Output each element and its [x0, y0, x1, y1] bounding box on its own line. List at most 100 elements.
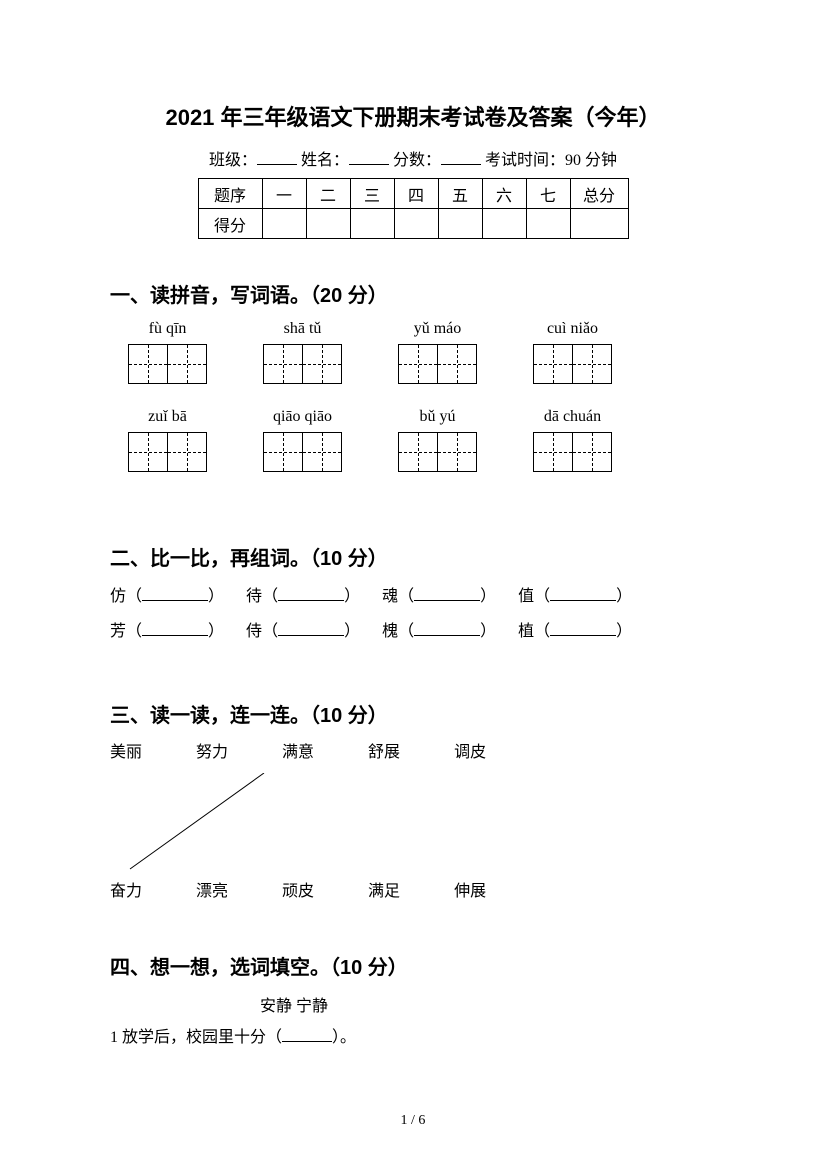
write-cell[interactable] — [302, 344, 342, 384]
q3-top-row: 美丽 努力 满意 舒展 调皮 — [110, 740, 716, 766]
pinyin-item: qiāo qiāo — [263, 408, 342, 472]
time-label: 考试时间：90 分钟 — [485, 152, 617, 169]
fill-blank[interactable] — [550, 585, 616, 601]
score-label: 分数： — [393, 152, 441, 169]
col-6: 六 — [482, 179, 526, 209]
section-1-heading: 一、读拼音，写词语。（20 分） — [110, 279, 716, 308]
q2-row-1: 仿（） 待（） 魂（） 值（） — [110, 583, 716, 612]
page-footer: 1 / 6 — [0, 1113, 826, 1129]
write-cell[interactable] — [302, 432, 342, 472]
score-table: 题序 一 二 三 四 五 六 七 总分 得分 — [198, 178, 629, 239]
row-header-score: 得分 — [198, 209, 262, 239]
fill-blank[interactable] — [282, 1026, 332, 1042]
col-total: 总分 — [570, 179, 628, 209]
student-info-line: 班级： 姓名： 分数： 考试时间：90 分钟 — [110, 146, 716, 170]
write-cell[interactable] — [263, 432, 303, 472]
pinyin-label: dā chuán — [544, 408, 601, 426]
write-cell[interactable] — [572, 344, 612, 384]
pinyin-label: qiāo qiāo — [273, 408, 332, 426]
q4-text: ）。 — [332, 1029, 356, 1046]
q2-char: 植 — [518, 623, 534, 640]
fill-blank[interactable] — [142, 585, 208, 601]
pinyin-item: fù qīn — [128, 320, 207, 384]
pinyin-item: cuì niǎo — [533, 320, 612, 384]
score-cell[interactable] — [394, 209, 438, 239]
pinyin-label: cuì niǎo — [547, 320, 598, 338]
fill-blank[interactable] — [414, 585, 480, 601]
score-blank[interactable] — [441, 149, 481, 165]
pinyin-item: yǔ máo — [398, 320, 477, 384]
fill-blank[interactable] — [142, 620, 208, 636]
col-1: 一 — [262, 179, 306, 209]
row-header-sequence: 题序 — [198, 179, 262, 209]
section-2-heading: 二、比一比，再组词。（10 分） — [110, 542, 716, 571]
q2-char: 侍 — [246, 623, 262, 640]
score-cell[interactable] — [438, 209, 482, 239]
score-total-cell[interactable] — [570, 209, 628, 239]
write-cell[interactable] — [398, 432, 438, 472]
col-3: 三 — [350, 179, 394, 209]
score-cell[interactable] — [350, 209, 394, 239]
write-cell[interactable] — [128, 344, 168, 384]
col-5: 五 — [438, 179, 482, 209]
pinyin-item: shā tǔ — [263, 320, 342, 384]
pinyin-label: fù qīn — [149, 320, 187, 338]
pinyin-label: yǔ máo — [414, 320, 462, 338]
q3-word: 满意 — [282, 740, 314, 766]
q4-text: 1 放学后，校园里十分（ — [110, 1029, 282, 1046]
pinyin-label: zuǐ bā — [148, 408, 187, 426]
write-cell[interactable] — [437, 344, 477, 384]
fill-blank[interactable] — [278, 585, 344, 601]
q2-char: 槐 — [382, 623, 398, 640]
pinyin-item: zuǐ bā — [128, 408, 207, 472]
write-cell[interactable] — [398, 344, 438, 384]
q4-word-bank: 安静 宁静 — [260, 992, 716, 1016]
name-label: 姓名： — [301, 152, 349, 169]
fill-blank[interactable] — [550, 620, 616, 636]
q2-char: 待 — [246, 588, 262, 605]
col-4: 四 — [394, 179, 438, 209]
write-cell[interactable] — [263, 344, 303, 384]
class-blank[interactable] — [257, 149, 297, 165]
score-cell[interactable] — [526, 209, 570, 239]
fill-blank[interactable] — [278, 620, 344, 636]
score-cell[interactable] — [262, 209, 306, 239]
col-2: 二 — [306, 179, 350, 209]
fill-blank[interactable] — [414, 620, 480, 636]
pinyin-row-2: zuǐ bā qiāo qiāo bǔ yú dā chuán — [128, 408, 716, 472]
q3-word: 美丽 — [110, 740, 142, 766]
q3-word: 奋力 — [110, 879, 142, 905]
write-cell[interactable] — [533, 432, 573, 472]
q3-word: 伸展 — [454, 879, 486, 905]
write-cell[interactable] — [572, 432, 612, 472]
write-cell[interactable] — [128, 432, 168, 472]
pinyin-row-1: fù qīn shā tǔ yǔ máo cuì niǎo — [128, 320, 716, 384]
q3-word: 调皮 — [454, 740, 486, 766]
q3-word: 漂亮 — [196, 879, 228, 905]
class-label: 班级： — [209, 152, 257, 169]
name-blank[interactable] — [349, 149, 389, 165]
match-line — [124, 773, 274, 873]
write-cell[interactable] — [437, 432, 477, 472]
q3-word: 努力 — [196, 740, 228, 766]
q2-char: 魂 — [382, 588, 398, 605]
q2-char: 仿 — [110, 588, 126, 605]
write-cell[interactable] — [167, 432, 207, 472]
pinyin-item: bǔ yú — [398, 408, 477, 472]
pinyin-item: dā chuán — [533, 408, 612, 472]
q2-char: 芳 — [110, 623, 126, 640]
write-cell[interactable] — [533, 344, 573, 384]
score-cell[interactable] — [482, 209, 526, 239]
q4-line-1: 1 放学后，校园里十分（ ）。 — [110, 1024, 716, 1053]
q3-bottom-row: 奋力 漂亮 顽皮 满足 伸展 — [110, 879, 716, 905]
q2-row-2: 芳（） 侍（） 槐（） 植（） — [110, 618, 716, 647]
match-area[interactable] — [110, 767, 716, 877]
pinyin-label: bǔ yú — [420, 408, 456, 426]
write-cell[interactable] — [167, 344, 207, 384]
col-7: 七 — [526, 179, 570, 209]
q3-word: 舒展 — [368, 740, 400, 766]
page-title: 2021 年三年级语文下册期末考试卷及答案（今年） — [110, 100, 716, 132]
pinyin-label: shā tǔ — [284, 320, 322, 338]
score-cell[interactable] — [306, 209, 350, 239]
q3-word: 顽皮 — [282, 879, 314, 905]
